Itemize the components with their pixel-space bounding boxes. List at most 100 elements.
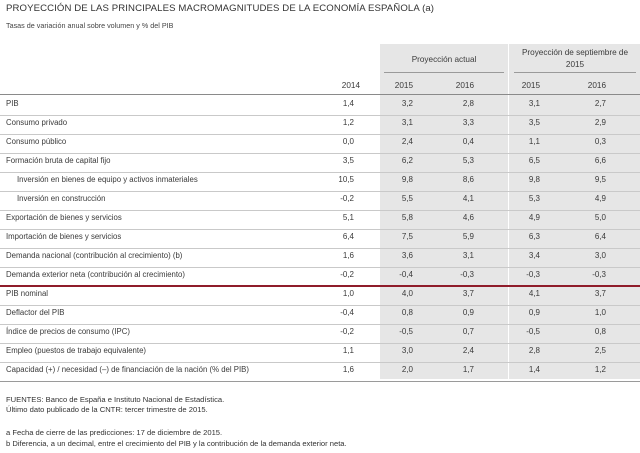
row-label: Deflactor del PIB	[6, 308, 65, 317]
table-row: Importación de bienes y servicios 6,4 7,5 5…	[0, 229, 640, 248]
row-value: 6,3	[528, 232, 540, 241]
row-value: 2,7	[594, 99, 606, 108]
row-value: 1,6	[342, 365, 354, 374]
page-subtitle: Tasas de variación anual sobre volumen y…	[6, 21, 174, 30]
row-value: 2,8	[462, 99, 474, 108]
row-value: 0,8	[594, 327, 606, 336]
row-value: 3,3	[462, 118, 474, 127]
table-row: Consumo público 0,0 2,4 0,4 1,1 0,3	[0, 134, 640, 153]
row-value: 1,4	[528, 365, 540, 374]
row-value: -0,2	[340, 270, 354, 279]
row-value: 3,1	[528, 99, 540, 108]
row-value: 3,5	[342, 156, 354, 165]
row-value: 3,4	[528, 251, 540, 260]
row-value: 5,8	[401, 213, 413, 222]
footnote-a: a Fecha de cierre de las predicciones: 1…	[6, 428, 223, 437]
row-value: -0,3	[526, 270, 540, 279]
row-value: 0,9	[528, 308, 540, 317]
row-value: 5,9	[462, 232, 474, 241]
row-value: 1,6	[342, 251, 354, 260]
row-value: 7,5	[401, 232, 413, 241]
shaded-projection-columns	[380, 44, 640, 379]
year-header-2016-actual: 2016	[455, 81, 474, 90]
row-value: 9,8	[528, 175, 540, 184]
row-value: 6,2	[401, 156, 413, 165]
row-label: Inversión en bienes de equipo y activos …	[17, 175, 198, 184]
group-separator	[508, 44, 509, 379]
table-row: Capacidad (+) / necesidad (–) de financi…	[0, 362, 640, 381]
row-value: 5,3	[528, 194, 540, 203]
row-value: 6,4	[594, 232, 606, 241]
year-header-2016-september: 2016	[587, 81, 606, 90]
row-value: 6,6	[594, 156, 606, 165]
row-value: 6,5	[528, 156, 540, 165]
row-label: Consumo público	[6, 137, 67, 146]
year-header-2015-actual: 2015	[394, 81, 413, 90]
table-row: Índice de precios de consumo (IPC) -0,2 -0…	[0, 324, 640, 343]
row-divider	[0, 134, 640, 135]
row-label: PIB	[6, 99, 19, 108]
row-value: -0,5	[399, 327, 413, 336]
row-divider	[0, 381, 640, 382]
row-divider	[0, 248, 640, 249]
table-row: Demanda exterior neta (contribución al c…	[0, 267, 640, 286]
row-value: 2,4	[401, 137, 413, 146]
row-value: 3,7	[594, 289, 606, 298]
row-value: 1,2	[594, 365, 606, 374]
year-header-2014: 2014	[341, 81, 360, 90]
group-header-actual-underline	[384, 72, 504, 73]
row-value: 3,7	[462, 289, 474, 298]
row-value: 3,0	[401, 346, 413, 355]
footnote-b: b Diferencia, a un decimal, entre el cre…	[6, 439, 347, 448]
row-divider	[0, 229, 640, 230]
row-label: Consumo privado	[6, 118, 68, 127]
row-value: 5,1	[342, 213, 354, 222]
table-row: PIB 1,4 3,2 2,8 3,1 2,7	[0, 96, 640, 115]
row-value: 1,0	[594, 308, 606, 317]
row-label: PIB nominal	[6, 289, 49, 298]
row-value: 9,8	[401, 175, 413, 184]
row-value: -0,4	[340, 308, 354, 317]
row-divider	[0, 210, 640, 211]
row-value: -0,2	[340, 327, 354, 336]
row-value: 1,1	[342, 346, 354, 355]
row-label: Capacidad (+) / necesidad (–) de financi…	[6, 365, 249, 374]
row-value: 3,0	[594, 251, 606, 260]
row-label: Exportación de bienes y servicios	[6, 213, 122, 222]
row-value: -0,4	[399, 270, 413, 279]
row-value: 5,0	[594, 213, 606, 222]
row-value: 2,4	[462, 346, 474, 355]
row-value: 5,5	[401, 194, 413, 203]
table-row: Deflactor del PIB -0,4 0,8 0,9 0,9 1,0	[0, 305, 640, 324]
group-header-september: Proyección de septiembre de 2015	[521, 48, 629, 69]
last-data-note: Último dato publicado de la CNTR: tercer…	[6, 405, 208, 414]
row-divider	[0, 267, 640, 268]
row-value: 2,8	[528, 346, 540, 355]
row-value: 4,9	[528, 213, 540, 222]
section-divider	[0, 285, 640, 287]
row-value: 0,7	[462, 327, 474, 336]
row-divider	[0, 191, 640, 192]
row-value: 2,0	[401, 365, 413, 374]
row-value: 0,8	[401, 308, 413, 317]
row-value: 0,4	[462, 137, 474, 146]
row-label: Empleo (puestos de trabajo equivalente)	[6, 346, 146, 355]
row-value: 3,1	[401, 118, 413, 127]
row-value: 4,0	[401, 289, 413, 298]
row-value: 5,3	[462, 156, 474, 165]
table-row: Inversión en bienes de equipo y activos …	[0, 172, 640, 191]
row-value: 3,1	[462, 251, 474, 260]
row-divider	[0, 343, 640, 344]
row-label: Índice de precios de consumo (IPC)	[6, 327, 130, 336]
table-row: Consumo privado 1,2 3,1 3,3 3,5 2,9	[0, 115, 640, 134]
row-label: Formación bruta de capital fijo	[6, 156, 111, 165]
row-divider	[0, 115, 640, 116]
row-value: 2,5	[594, 346, 606, 355]
sources-note: FUENTES: Banco de España e Instituto Nac…	[6, 395, 225, 404]
row-label: Demanda nacional (contribución al crecim…	[6, 251, 183, 260]
year-header-2015-september: 2015	[521, 81, 540, 90]
row-value: -0,3	[460, 270, 474, 279]
row-value: 1,7	[462, 365, 474, 374]
projection-table: Proyección actual Proyección de septiemb…	[0, 44, 640, 382]
table-row: Exportación de bienes y servicios 5,1 5,8 4…	[0, 210, 640, 229]
